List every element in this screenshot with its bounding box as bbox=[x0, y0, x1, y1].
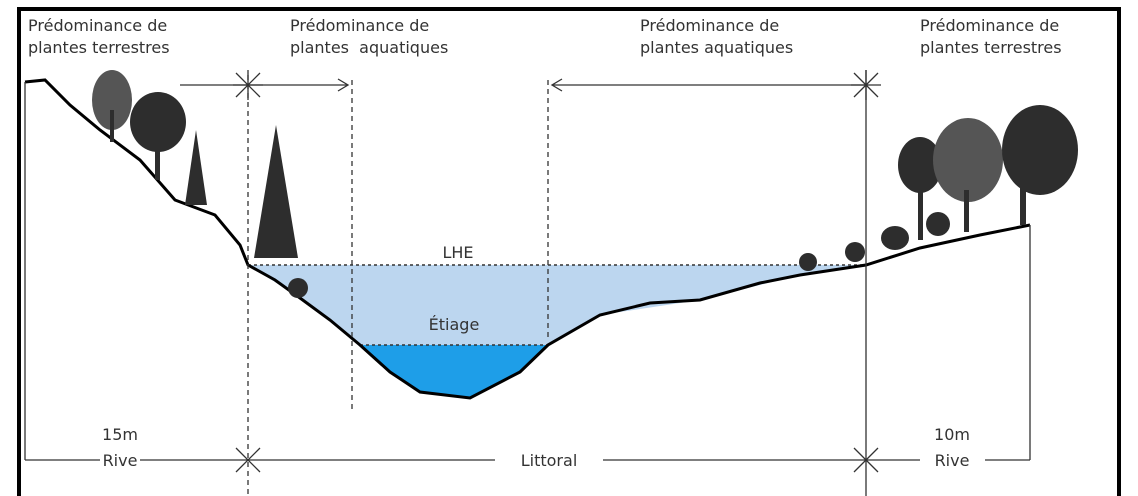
label: plantes aquatiques bbox=[640, 38, 793, 57]
diagram: Prédominance de plantes terrestres Prédo… bbox=[0, 0, 1138, 496]
water-label: Étiage bbox=[429, 315, 480, 334]
label: Prédominance de bbox=[290, 16, 429, 35]
label: Prédominance de bbox=[920, 16, 1059, 35]
label: plantes terrestres bbox=[920, 38, 1062, 57]
label: Prédominance de bbox=[640, 16, 779, 35]
width-label: 10m bbox=[934, 425, 970, 444]
label: plantes aquatiques bbox=[290, 38, 448, 57]
zone-label: Rive bbox=[103, 451, 138, 470]
zone-label: Littoral bbox=[521, 451, 578, 470]
zone-label: Rive bbox=[935, 451, 970, 470]
label: plantes terrestres bbox=[28, 38, 170, 57]
width-label: 15m bbox=[102, 425, 138, 444]
label: Prédominance de bbox=[28, 16, 167, 35]
water-label: LHE bbox=[442, 243, 473, 262]
cross bbox=[233, 70, 263, 100]
cross bbox=[851, 70, 881, 100]
frame bbox=[19, 9, 1119, 496]
